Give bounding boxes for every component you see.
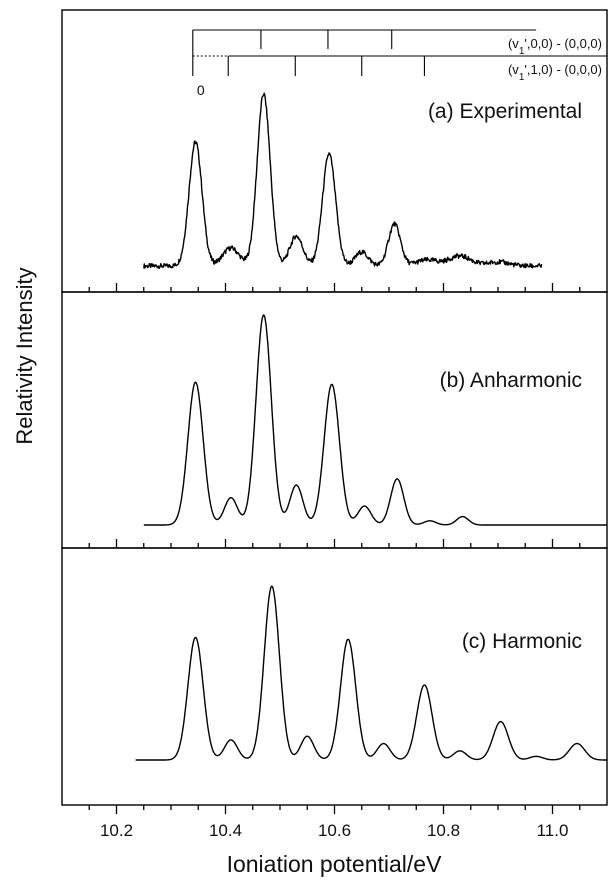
x-tick-label: 11.0 bbox=[537, 821, 569, 840]
panel-frame-2 bbox=[61, 291, 608, 549]
panel-label-1: (a) Experimental bbox=[428, 100, 582, 123]
panel-frame-1 bbox=[61, 9, 608, 293]
vibrational-progression-ladder: (v1',0,0) - (0,0,0) (v1',1,0) - (0,0,0) 0 bbox=[192, 29, 607, 98]
origin-label: 0 bbox=[197, 82, 205, 98]
x-axis-ticks bbox=[88, 283, 581, 814]
x-axis-label: Ioniation potential/eV bbox=[227, 851, 442, 877]
panel-label-2: (b) Anharmonic bbox=[440, 369, 582, 392]
spectrum-trace-3 bbox=[135, 585, 607, 761]
x-tick-label: 10.2 bbox=[100, 821, 133, 840]
x-tick-label: 10.4 bbox=[209, 821, 242, 840]
spectrum-trace-2 bbox=[143, 314, 607, 526]
progression-label-1: (v1',0,0) - (0,0,0) bbox=[508, 36, 602, 57]
x-tick-labels: 10.2 10.4 10.6 10.8 11.0 bbox=[100, 821, 568, 840]
panel-label-3: (c) Harmonic bbox=[462, 630, 582, 653]
y-axis-label: Relativity Intensity bbox=[12, 267, 37, 444]
x-tick-label: 10.8 bbox=[427, 821, 460, 840]
panel-frames bbox=[61, 9, 608, 806]
panel-frame-3 bbox=[61, 547, 608, 806]
spectrum-traces bbox=[135, 92, 607, 761]
spectrum-trace-1 bbox=[143, 92, 543, 270]
panel-labels: (a) Experimental (b) Anharmonic (c) Harmon… bbox=[428, 100, 582, 653]
x-tick-label: 10.6 bbox=[318, 821, 351, 840]
progression-label-2: (v1',1,0) - (0,0,0) bbox=[508, 62, 602, 83]
